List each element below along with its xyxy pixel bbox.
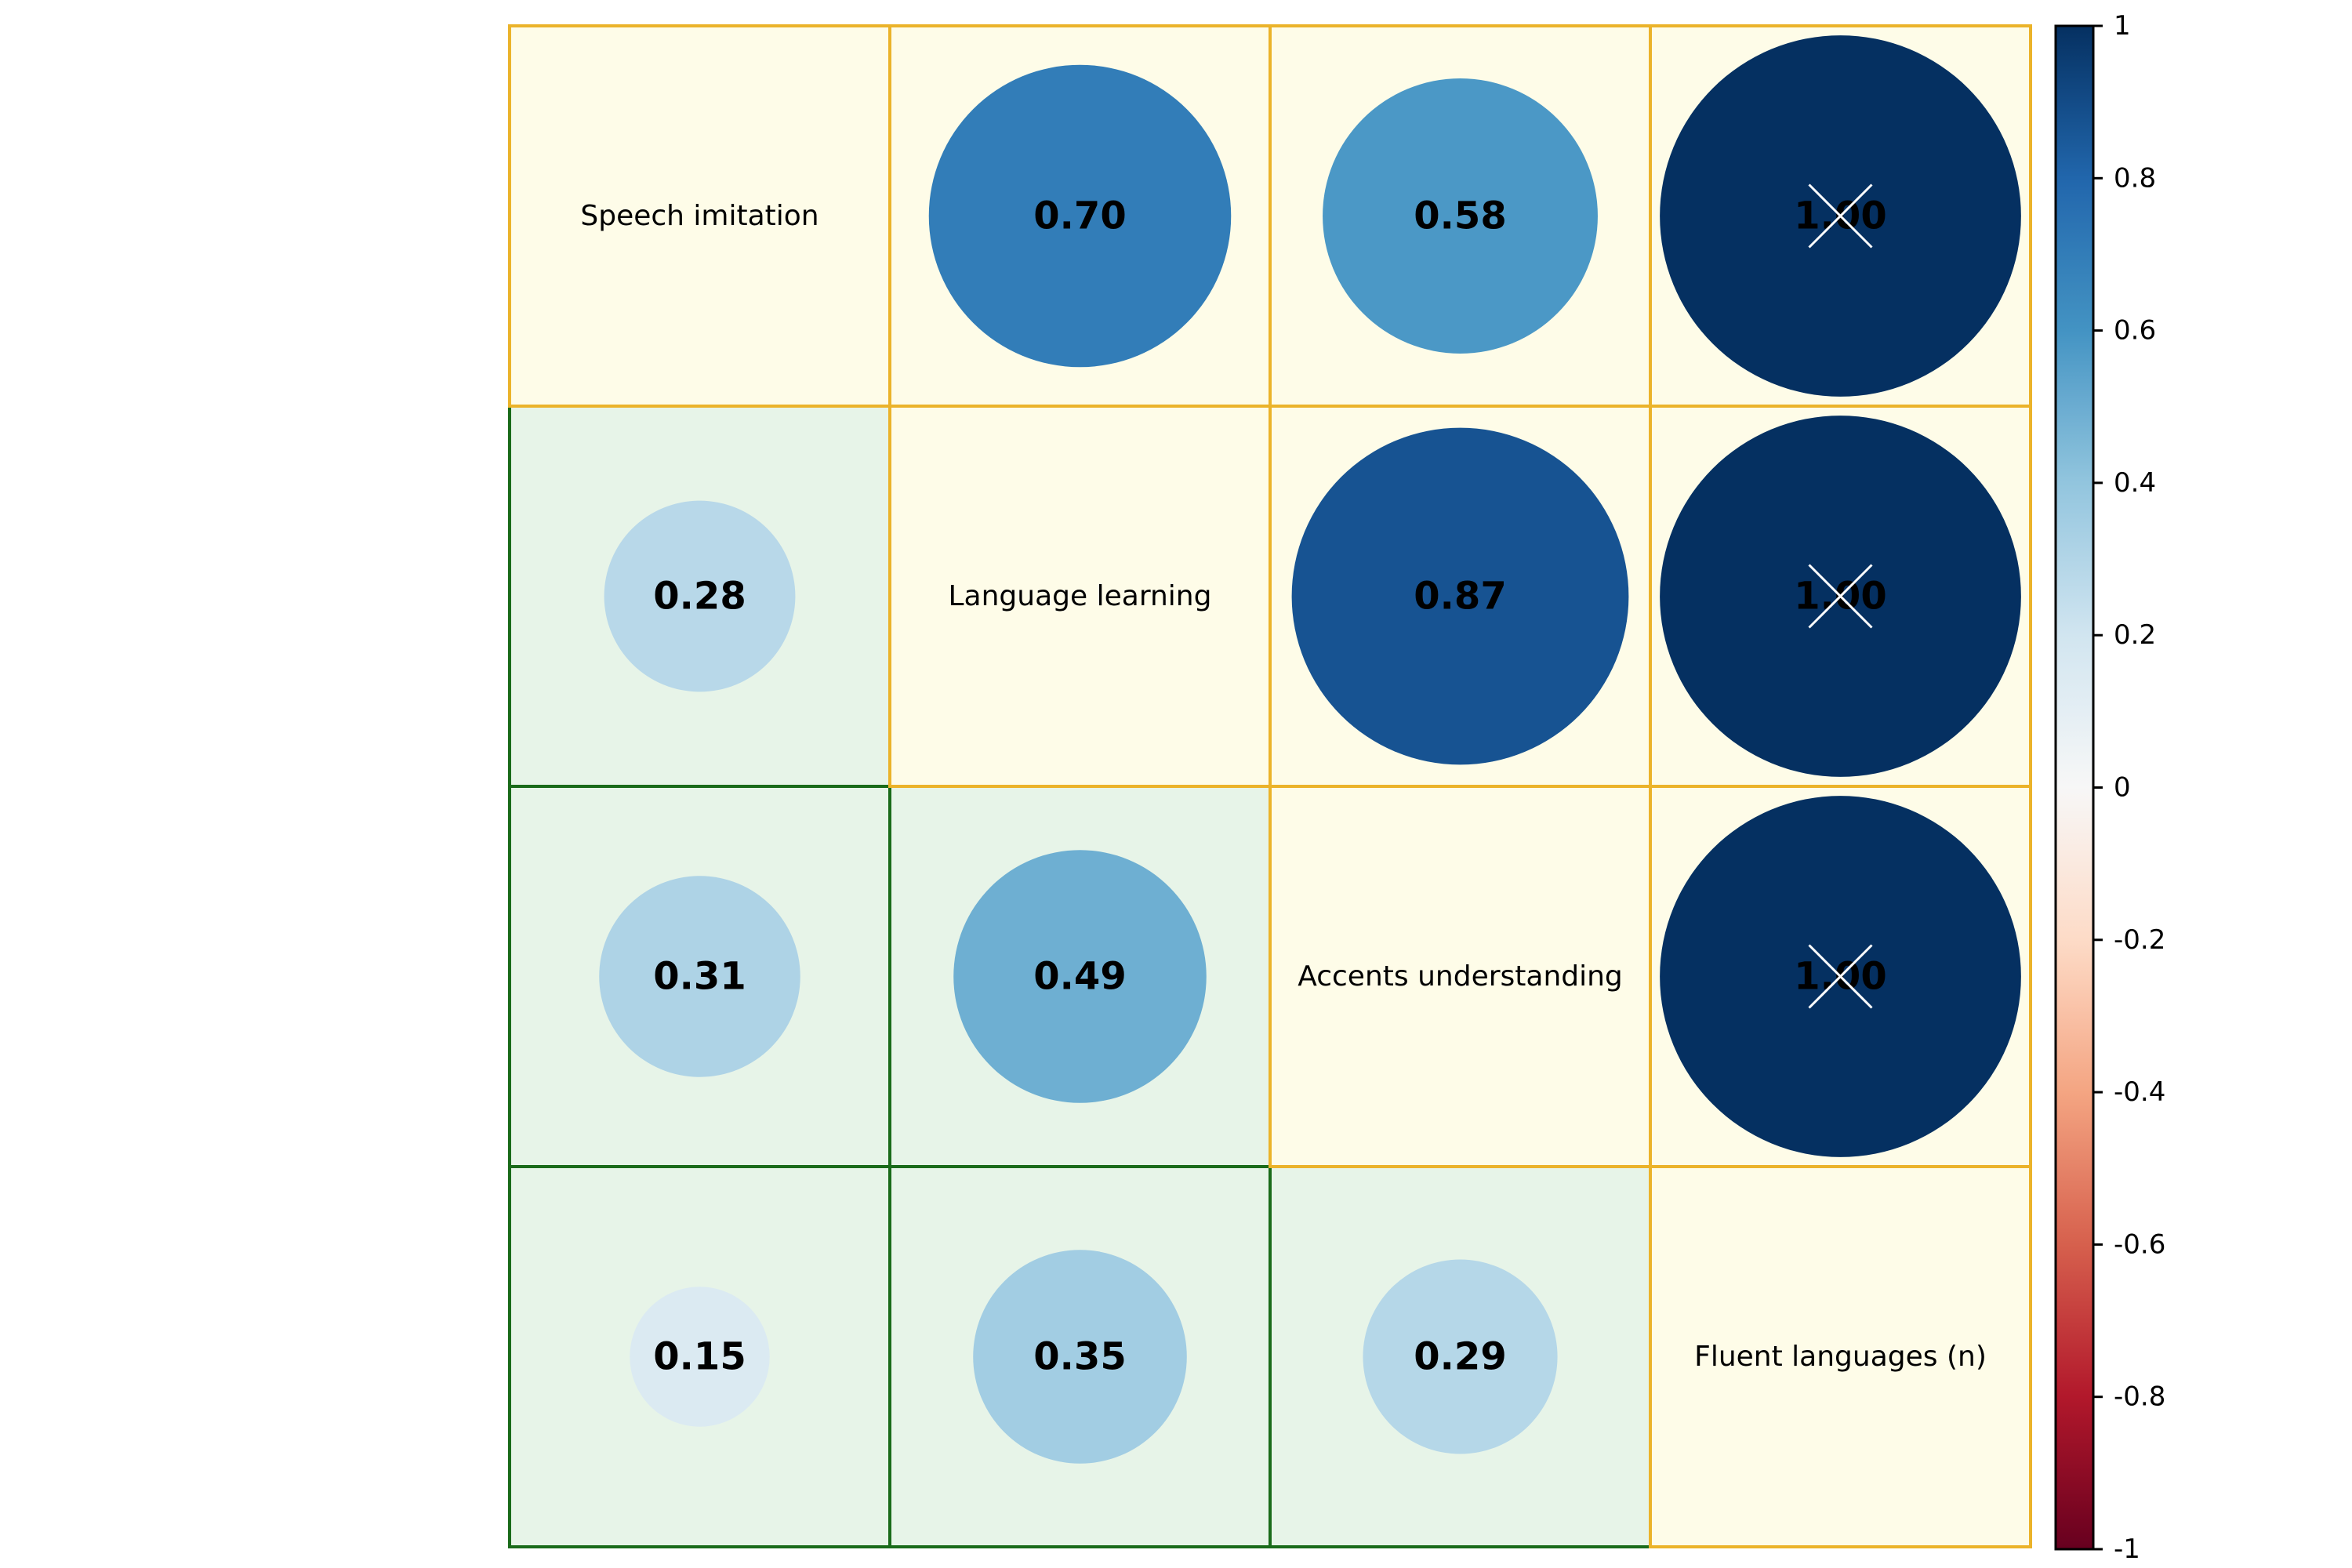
variable-label: Accents understanding xyxy=(1298,960,1623,993)
cross-mark xyxy=(1808,564,1873,629)
correlation-value: 0.28 xyxy=(653,575,746,619)
correlation-circle xyxy=(953,850,1207,1103)
correlation-circle xyxy=(1363,1259,1558,1454)
correlation-circle xyxy=(973,1250,1187,1464)
diagonal-cell xyxy=(1269,785,1652,1168)
correlation-value: 0.58 xyxy=(1414,194,1506,238)
correlation-value: 0.15 xyxy=(653,1335,746,1379)
diagonal-cell xyxy=(508,24,891,408)
correlation-circle xyxy=(1291,427,1629,765)
correlation-value: 0.49 xyxy=(1033,955,1126,999)
colorbar-tick-label: -0.4 xyxy=(2114,1076,2165,1108)
diagonal-cell xyxy=(1649,1165,2032,1548)
correlation-circle xyxy=(604,500,796,692)
correlation-circle xyxy=(928,64,1232,368)
colorbar: 1 0.8 0.6 0.4 0.2 0 -0.2 -0.4 -0.6 -0.8 -1 xyxy=(2054,10,2165,1565)
colorbar-tick-label: -0.2 xyxy=(2114,924,2165,956)
variable-label: Fluent languages (n) xyxy=(1694,1341,1987,1373)
colorbar-tick-label: 0.4 xyxy=(2114,467,2156,499)
colorbar-tick-label: 0.6 xyxy=(2114,315,2156,347)
colorbar-tick-label: 1 xyxy=(2114,10,2131,42)
correlation-value: 0.87 xyxy=(1414,575,1506,619)
correlation-circle xyxy=(630,1287,770,1427)
colorbar-tick-label: -0.6 xyxy=(2114,1229,2165,1260)
correlation-value: 0.31 xyxy=(653,955,746,999)
cross-mark xyxy=(1808,944,1873,1009)
correlation-circle xyxy=(599,876,800,1077)
correlation-marks: Speech imitation Language learning Accents… xyxy=(580,35,2021,1464)
variable-label: Speech imitation xyxy=(580,200,818,232)
colorbar-tick-label: -1 xyxy=(2114,1534,2140,1565)
colorbar-tick-label: -0.8 xyxy=(2114,1381,2165,1413)
colorbar-tick-label: 0 xyxy=(2114,772,2131,804)
colorbar-tick-label: 0.2 xyxy=(2114,619,2156,651)
colorbar-gradient xyxy=(2054,24,2095,1551)
colorbar-tick-label: 0.8 xyxy=(2114,162,2156,194)
correlation-value: 0.35 xyxy=(1033,1335,1126,1379)
correlation-circle xyxy=(1323,78,1598,354)
matrix-cells xyxy=(508,24,2032,1548)
correlation-value: 0.29 xyxy=(1414,1335,1506,1379)
variable-label: Language learning xyxy=(949,580,1212,612)
cross-mark xyxy=(1808,183,1873,249)
correlation-value: 0.70 xyxy=(1033,194,1126,238)
